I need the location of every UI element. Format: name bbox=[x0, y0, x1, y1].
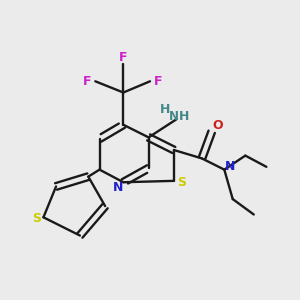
Text: S: S bbox=[177, 176, 186, 189]
Text: F: F bbox=[83, 75, 91, 88]
Text: N: N bbox=[169, 110, 179, 123]
Text: S: S bbox=[32, 212, 41, 225]
Text: H: H bbox=[179, 110, 190, 123]
Text: F: F bbox=[154, 75, 163, 88]
Text: H: H bbox=[160, 103, 171, 116]
Text: O: O bbox=[212, 119, 223, 132]
Text: N: N bbox=[225, 160, 235, 173]
Text: F: F bbox=[119, 51, 128, 64]
Text: N: N bbox=[113, 182, 124, 194]
